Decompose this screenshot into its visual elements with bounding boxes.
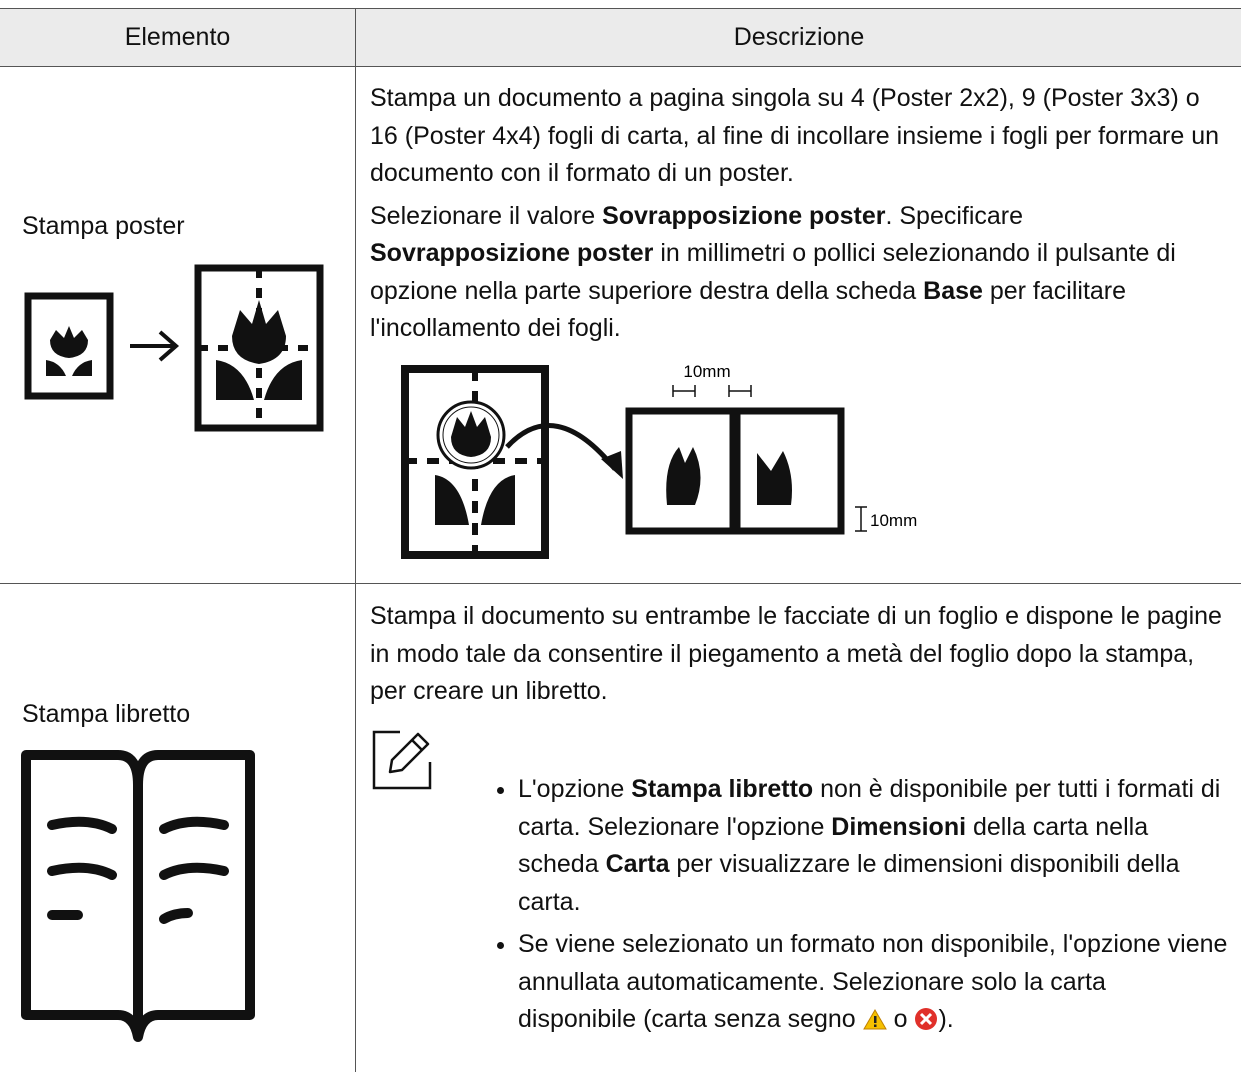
bold-run: Stampa libretto: [631, 775, 814, 803]
warning-icon: [862, 1009, 887, 1030]
text-run: per facilitare l'incollamento dei fogli.: [370, 276, 1127, 343]
item-label: Stampa poster: [22, 212, 185, 240]
bold-run: Carta: [605, 850, 670, 878]
text-run: in millimetri o pollici selezionando il …: [370, 239, 1176, 305]
text-run: L'opzione: [518, 775, 632, 803]
column-divider: [355, 66, 356, 1072]
text-run: Se viene selezionato un formato non disp…: [518, 930, 1228, 1033]
note-icon: [372, 730, 432, 790]
header-text: Elemento: [124, 23, 231, 51]
text-run: ).: [938, 1005, 954, 1033]
paragraph: Stampa il documento su entrambe le facci…: [370, 598, 1228, 711]
error-icon: [915, 1008, 938, 1030]
text-run: non è disponibile per tutti i formati di…: [518, 775, 1221, 841]
item-label: Stampa libretto: [22, 700, 191, 728]
text-run: o: [886, 1005, 915, 1033]
text-run: Selezionare il valore: [370, 201, 603, 230]
description: Stampa un documento a pagina singola su …: [370, 80, 1228, 348]
paragraph: Stampa un documento a pagina singola su …: [370, 80, 1228, 193]
text-run: per visualizzare le dimensioni disponibi…: [518, 850, 1180, 916]
dimension-label: 10mm: [870, 511, 917, 530]
bold-run: Sovrapposizione poster: [370, 239, 654, 267]
text-run: . Specificare: [885, 201, 1024, 230]
bold-run: Base: [923, 276, 983, 305]
note-list: L'opzione Stampa libretto non è disponib…: [490, 771, 1230, 1039]
bullet: Se viene selezionato un formato non disp…: [518, 926, 1230, 1039]
row-divider: [0, 583, 1241, 584]
text-run: Stampa un documento a pagina singola su …: [370, 84, 1220, 187]
bold-run: Sovrapposizione poster: [602, 201, 886, 230]
header-text: Descrizione: [733, 23, 865, 51]
header-cell: Elemento: [0, 8, 355, 67]
bold-run: Dimensioni: [831, 812, 967, 841]
text-run: della carta nella scheda: [518, 812, 1149, 879]
paragraph: Selezionare il valore Sovrapposizione po…: [370, 198, 1228, 348]
header-cell: Descrizione: [355, 8, 1241, 67]
text-run: Stampa il documento su entrambe le facci…: [370, 602, 1222, 705]
poster-icon: [24, 264, 324, 432]
bullet-list: L'opzione Stampa libretto non è disponib…: [490, 771, 1230, 1039]
poster-diagram: 10mm 10mm: [401, 362, 917, 559]
dimension-label: 10mm: [683, 362, 730, 381]
booklet-icon: [21, 750, 255, 1042]
bullet: L'opzione Stampa libretto non è disponib…: [518, 771, 1230, 921]
description: Stampa il documento su entrambe le facci…: [370, 598, 1228, 711]
